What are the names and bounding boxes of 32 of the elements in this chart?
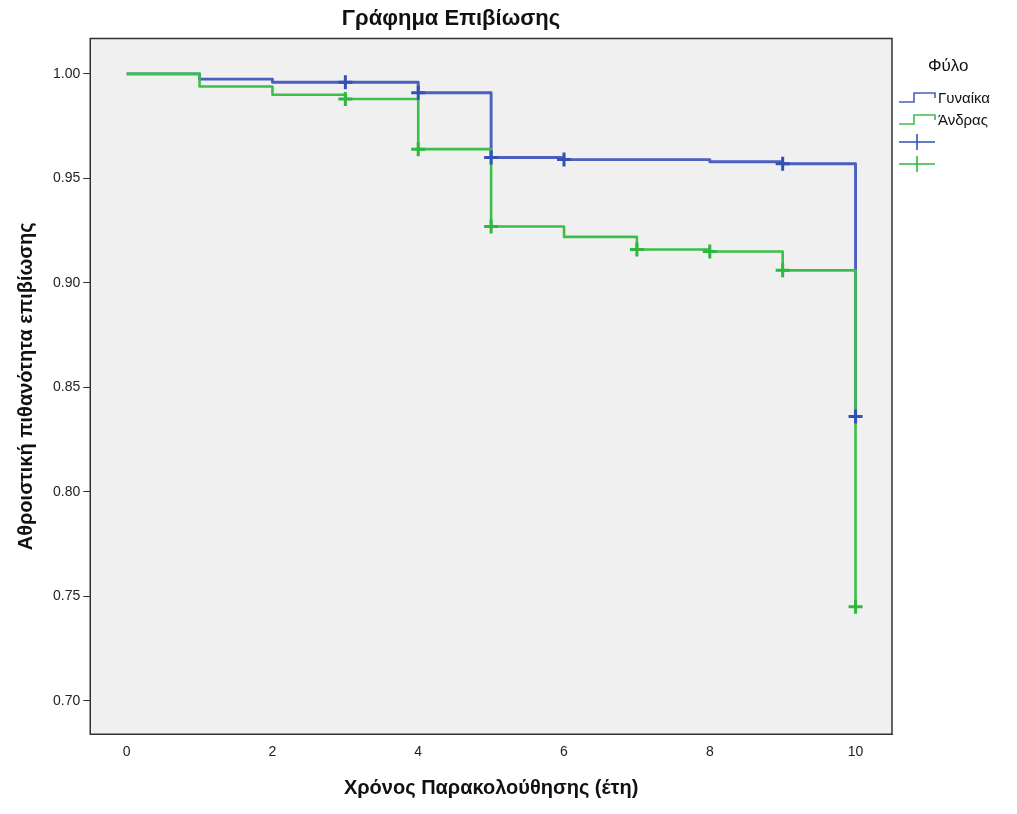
point (482, 217, 500, 235)
point (774, 155, 792, 173)
y-tick-label: 0.70 (53, 691, 81, 708)
point (409, 140, 427, 158)
y-tick-label: 0.85 (53, 378, 81, 395)
x-axis-title: Χρόνος Παρακολούθησης (έτη) (343, 775, 639, 798)
legend-label: Άνδρας (938, 110, 989, 128)
y-tick-label: 0.95 (53, 169, 81, 186)
x-tick-label: 10 (847, 743, 864, 760)
x-tick-label: 6 (560, 743, 569, 760)
point (409, 84, 427, 102)
point (336, 73, 354, 91)
y-tick-label: 1.00 (53, 64, 81, 81)
point (336, 90, 354, 108)
legend-title: Φύλο (928, 56, 970, 76)
y-tick-label: 0.80 (53, 482, 81, 499)
x-tick-label: 0 (122, 743, 131, 760)
point (555, 151, 573, 169)
point (628, 240, 646, 258)
y-tick-label: 0.90 (53, 273, 81, 290)
point (774, 261, 792, 279)
point (847, 408, 865, 426)
legend-label: Γυναίκα (938, 88, 990, 106)
x-tick-label: 4 (414, 743, 423, 760)
point (482, 149, 500, 166)
point (847, 598, 865, 616)
y-axis-title: Αθροιστική πιθανότητα επιβίωσης (13, 222, 36, 551)
y-tick-label: 0.75 (53, 587, 81, 604)
x-tick-label: 8 (705, 743, 714, 760)
x-tick-label: 2 (268, 743, 277, 760)
point (701, 243, 719, 261)
chart-title: Γράφημα Επιβίωσης (341, 5, 561, 31)
